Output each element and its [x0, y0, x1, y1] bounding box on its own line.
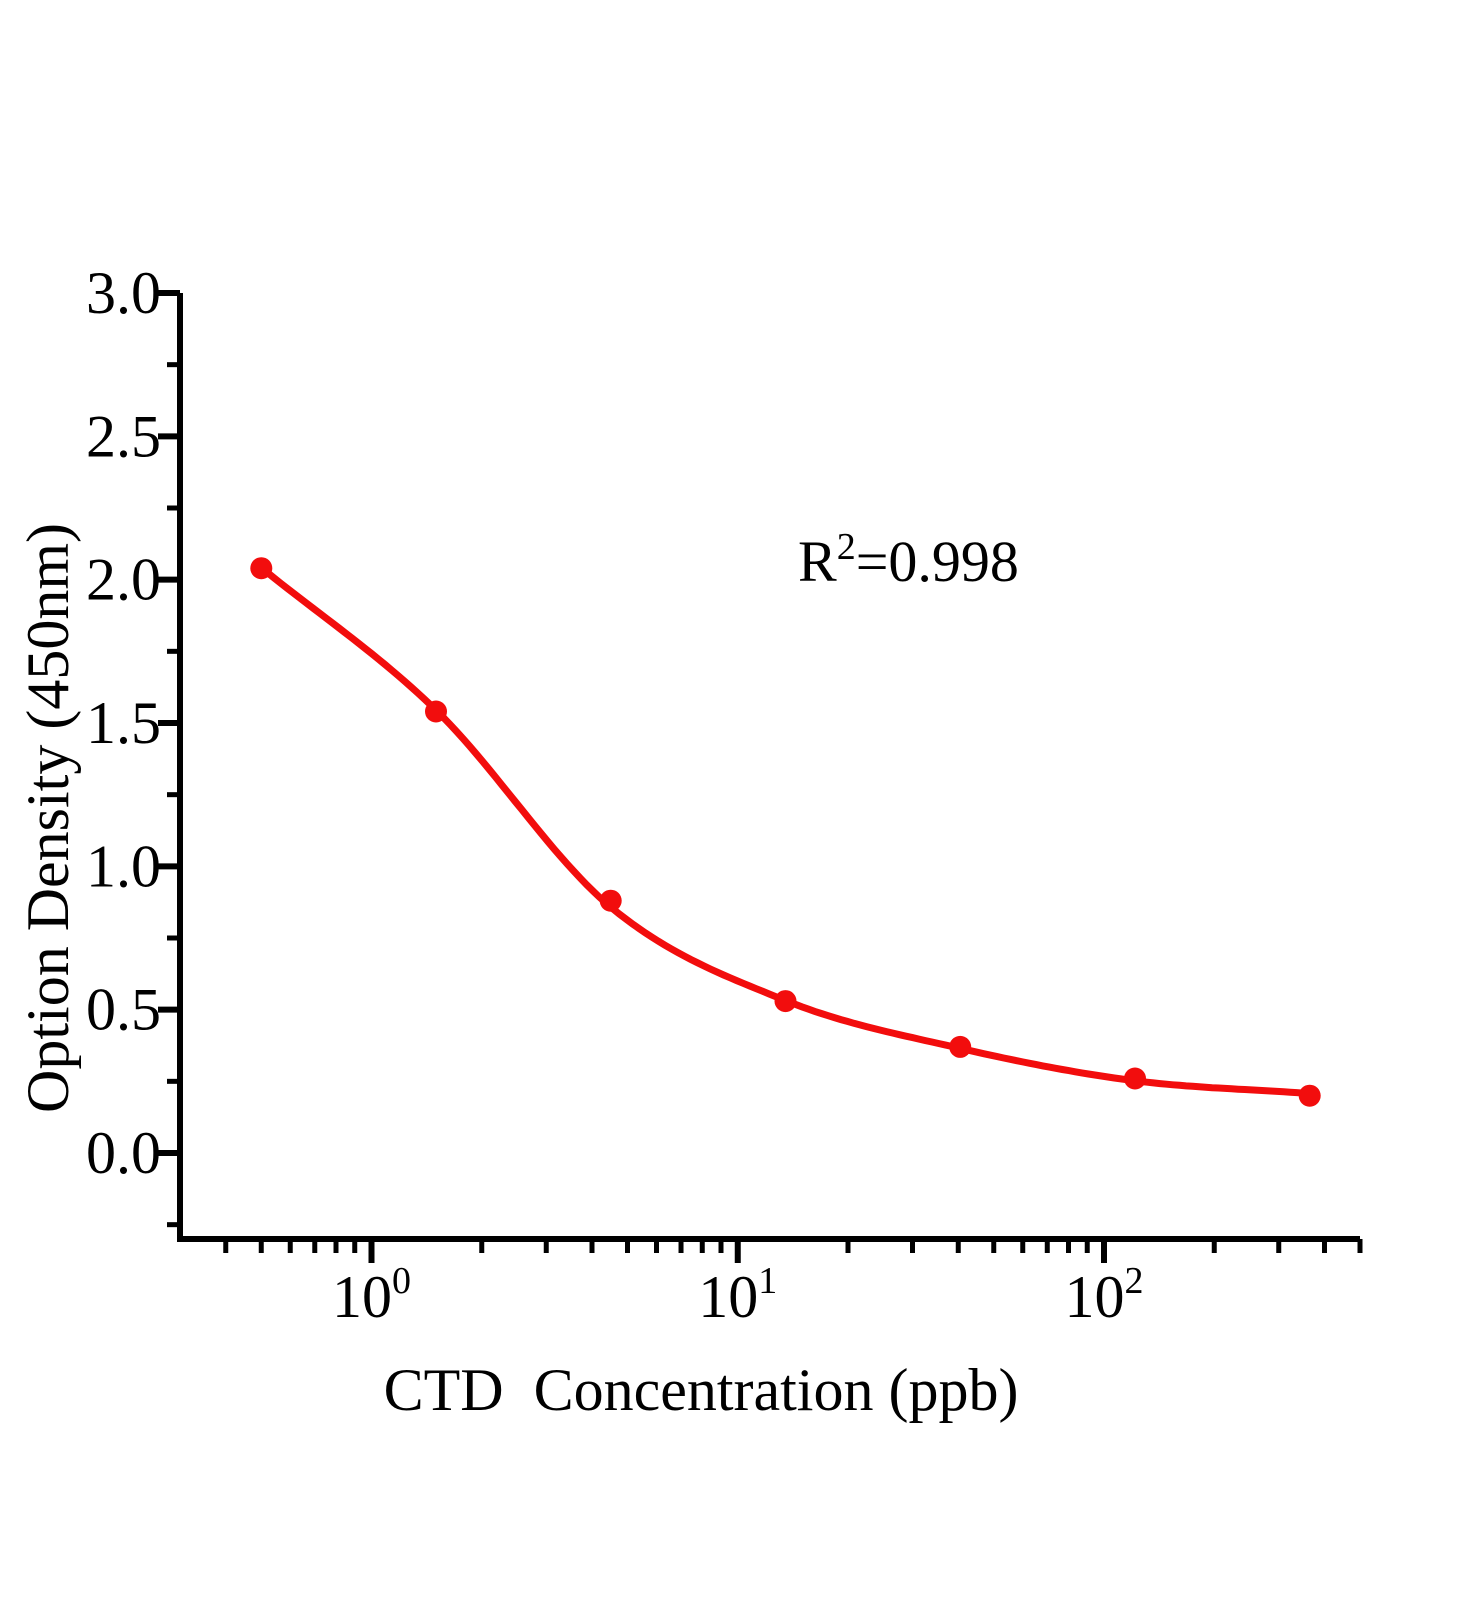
annotation-base: R	[798, 529, 837, 594]
x-tick-label: 102	[1065, 1260, 1144, 1330]
data-point	[250, 557, 273, 580]
data-point	[1298, 1084, 1321, 1107]
y-tick-label: 0.0	[86, 1120, 161, 1186]
data-point	[425, 700, 447, 723]
y-tick-label: 2.5	[86, 403, 161, 469]
y-tick-label: 3.0	[86, 260, 161, 326]
y-tick-label: 1.0	[86, 833, 161, 899]
annotation-value: =0.998	[855, 529, 1019, 594]
y-tick-label: 0.5	[86, 977, 161, 1043]
annotation-superscript: 2	[836, 526, 856, 568]
data-point	[774, 990, 797, 1013]
data-point	[1124, 1067, 1146, 1090]
r-squared-annotation: R2=0.998	[798, 528, 1019, 591]
y-tick-label: 1.5	[86, 690, 161, 756]
x-axis-title: CTD Concentration (ppb)	[383, 1357, 1019, 1423]
data-point	[599, 889, 622, 912]
y-axis-title: Option Density (450nm)	[15, 523, 81, 1113]
data-point	[949, 1035, 972, 1058]
y-tick-label: 2.0	[86, 547, 161, 613]
axes-frame	[177, 293, 1360, 1242]
x-tick-label: 100	[332, 1260, 411, 1330]
x-tick-label: 101	[698, 1260, 777, 1330]
fit-curve	[257, 564, 1307, 1097]
